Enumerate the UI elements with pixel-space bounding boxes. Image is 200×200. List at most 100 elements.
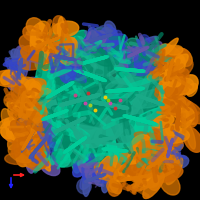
Ellipse shape: [90, 59, 95, 62]
Ellipse shape: [102, 41, 126, 57]
Ellipse shape: [132, 177, 134, 179]
Ellipse shape: [89, 167, 103, 178]
Ellipse shape: [113, 104, 117, 107]
Ellipse shape: [141, 96, 147, 99]
Ellipse shape: [65, 85, 68, 88]
Ellipse shape: [129, 137, 147, 157]
Ellipse shape: [107, 147, 159, 172]
Ellipse shape: [126, 54, 134, 63]
Ellipse shape: [60, 86, 66, 90]
Ellipse shape: [118, 149, 120, 151]
Ellipse shape: [177, 112, 179, 115]
Ellipse shape: [142, 141, 155, 168]
Ellipse shape: [39, 44, 43, 46]
Ellipse shape: [45, 116, 50, 119]
Ellipse shape: [95, 101, 101, 104]
Ellipse shape: [168, 73, 170, 75]
Ellipse shape: [112, 104, 118, 107]
Ellipse shape: [60, 57, 65, 59]
Ellipse shape: [99, 47, 136, 72]
Ellipse shape: [105, 21, 116, 34]
Ellipse shape: [73, 145, 75, 147]
Ellipse shape: [34, 141, 39, 143]
Ellipse shape: [77, 70, 82, 73]
Ellipse shape: [167, 74, 169, 78]
Ellipse shape: [105, 77, 148, 95]
Ellipse shape: [46, 42, 48, 43]
Ellipse shape: [55, 113, 60, 116]
Ellipse shape: [61, 111, 66, 113]
Ellipse shape: [117, 89, 124, 92]
Ellipse shape: [103, 138, 106, 140]
Ellipse shape: [107, 148, 110, 150]
Ellipse shape: [59, 56, 63, 58]
Ellipse shape: [102, 138, 106, 140]
Ellipse shape: [86, 141, 91, 143]
Ellipse shape: [94, 38, 98, 40]
Ellipse shape: [70, 147, 89, 166]
Ellipse shape: [147, 98, 150, 101]
Ellipse shape: [44, 139, 61, 154]
Ellipse shape: [110, 178, 122, 194]
Ellipse shape: [48, 40, 53, 42]
Ellipse shape: [77, 70, 80, 72]
Ellipse shape: [140, 70, 142, 72]
Ellipse shape: [42, 140, 45, 143]
Ellipse shape: [22, 77, 37, 89]
Ellipse shape: [52, 38, 57, 41]
Ellipse shape: [27, 98, 33, 102]
Ellipse shape: [121, 106, 127, 109]
Ellipse shape: [55, 41, 60, 43]
Ellipse shape: [79, 118, 85, 121]
Ellipse shape: [175, 98, 186, 115]
Ellipse shape: [109, 149, 115, 151]
Ellipse shape: [27, 91, 32, 95]
Ellipse shape: [74, 99, 80, 102]
Ellipse shape: [139, 70, 145, 72]
Ellipse shape: [63, 57, 65, 59]
Ellipse shape: [81, 71, 87, 74]
Ellipse shape: [24, 143, 27, 146]
Ellipse shape: [102, 103, 106, 105]
Ellipse shape: [109, 137, 114, 139]
Ellipse shape: [95, 176, 100, 178]
Ellipse shape: [92, 95, 96, 98]
Ellipse shape: [169, 148, 171, 150]
Ellipse shape: [94, 162, 118, 181]
Ellipse shape: [52, 142, 82, 167]
Ellipse shape: [77, 119, 83, 122]
Ellipse shape: [155, 161, 160, 164]
Ellipse shape: [60, 86, 66, 90]
Ellipse shape: [80, 118, 83, 121]
Ellipse shape: [137, 70, 143, 72]
Ellipse shape: [27, 138, 30, 141]
Ellipse shape: [140, 175, 159, 188]
Ellipse shape: [53, 21, 79, 37]
Ellipse shape: [122, 150, 127, 152]
Ellipse shape: [143, 176, 145, 177]
Ellipse shape: [94, 80, 143, 104]
Ellipse shape: [80, 168, 96, 189]
Ellipse shape: [90, 59, 95, 62]
Ellipse shape: [19, 68, 21, 71]
Ellipse shape: [130, 117, 136, 120]
Ellipse shape: [74, 120, 80, 124]
Ellipse shape: [112, 149, 118, 151]
Ellipse shape: [122, 68, 127, 71]
Ellipse shape: [55, 89, 61, 93]
Ellipse shape: [60, 103, 67, 106]
Ellipse shape: [177, 116, 179, 117]
Ellipse shape: [55, 68, 96, 110]
Ellipse shape: [127, 69, 133, 71]
Ellipse shape: [100, 139, 104, 141]
Ellipse shape: [141, 176, 145, 177]
Ellipse shape: [77, 76, 112, 96]
Ellipse shape: [167, 76, 169, 78]
Ellipse shape: [121, 106, 128, 109]
Ellipse shape: [132, 117, 137, 120]
Ellipse shape: [123, 179, 127, 181]
Ellipse shape: [47, 116, 52, 118]
Ellipse shape: [151, 167, 154, 173]
Ellipse shape: [93, 165, 112, 183]
Ellipse shape: [23, 26, 42, 42]
